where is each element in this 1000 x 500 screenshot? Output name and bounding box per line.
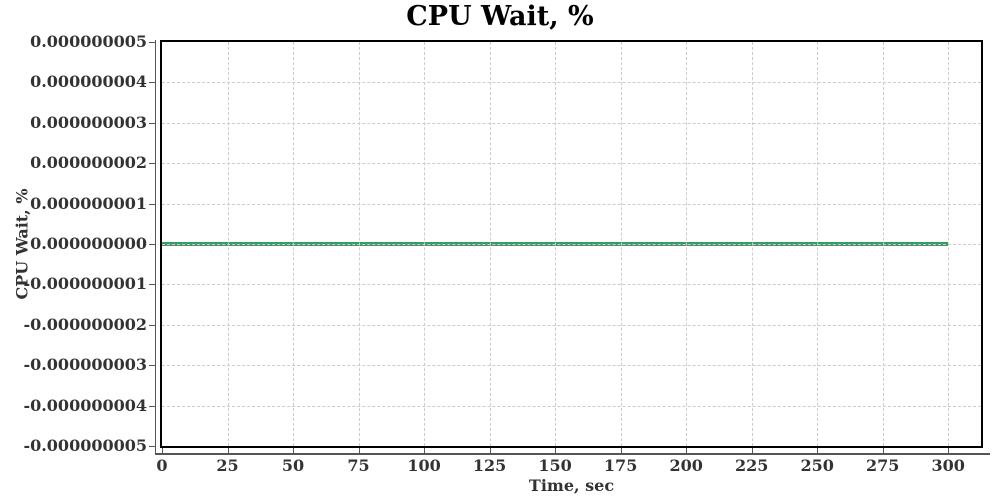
x-tick-label: 150 bbox=[538, 456, 572, 475]
y-axis-spine bbox=[155, 40, 156, 454]
x-tick-label: 250 bbox=[800, 456, 834, 475]
gridline-vertical bbox=[489, 42, 491, 446]
x-tick-label: 125 bbox=[472, 456, 507, 475]
x-tick-label: 25 bbox=[216, 456, 239, 475]
y-tick-mark bbox=[149, 42, 155, 43]
x-tick-mark bbox=[358, 448, 360, 454]
gridline-vertical bbox=[358, 42, 360, 446]
y-tick-label: -0.000000002 bbox=[23, 314, 147, 334]
y-tick-label: -0.000000004 bbox=[23, 395, 147, 415]
y-tick-label: -0.000000003 bbox=[23, 355, 147, 375]
gridline-horizontal bbox=[162, 122, 981, 124]
x-tick-label: 200 bbox=[669, 456, 703, 475]
gridline-horizontal bbox=[162, 324, 981, 326]
plot-area bbox=[160, 40, 983, 448]
y-tick-mark bbox=[149, 405, 155, 407]
y-tick-label: 0.000000001 bbox=[30, 193, 147, 213]
y-tick-mark bbox=[149, 365, 155, 367]
y-tick-mark bbox=[149, 163, 155, 165]
gridline-horizontal bbox=[162, 82, 981, 84]
x-tick-mark bbox=[751, 448, 753, 454]
y-tick-mark bbox=[149, 324, 155, 326]
gridline-vertical bbox=[227, 42, 229, 446]
y-tick-label: 0.000000002 bbox=[30, 153, 147, 173]
x-axis-spine bbox=[155, 453, 990, 455]
y-tick-label: 0.000000005 bbox=[30, 32, 147, 51]
y-tick-mark bbox=[149, 82, 155, 84]
gridline-horizontal bbox=[162, 203, 981, 205]
x-tick-label: 100 bbox=[407, 456, 441, 475]
x-tick-label: 300 bbox=[931, 456, 965, 475]
x-tick-label: 75 bbox=[347, 456, 370, 475]
x-tick-mark bbox=[424, 448, 426, 454]
x-tick-label: 50 bbox=[281, 456, 305, 475]
x-axis-title: Time, sec bbox=[528, 476, 615, 495]
x-tick-mark bbox=[882, 448, 884, 454]
gridline-horizontal bbox=[162, 365, 981, 367]
gridline-vertical bbox=[948, 42, 950, 446]
x-tick-label: 275 bbox=[866, 456, 900, 475]
gridline-horizontal bbox=[162, 244, 981, 245]
x-tick-mark bbox=[555, 448, 557, 454]
x-tick-mark bbox=[620, 448, 622, 454]
x-tick-label: 0 bbox=[156, 456, 168, 475]
gridline-vertical bbox=[555, 42, 557, 446]
gridline-vertical bbox=[686, 42, 688, 446]
gridline-vertical bbox=[817, 42, 819, 446]
gridline-vertical bbox=[293, 42, 295, 446]
x-tick-mark bbox=[817, 448, 819, 454]
x-tick-mark bbox=[293, 448, 295, 454]
y-tick-mark bbox=[149, 284, 155, 286]
gridline-horizontal bbox=[162, 163, 981, 165]
y-tick-label: 0.000000000 bbox=[30, 234, 147, 253]
chart-title: CPU Wait, % bbox=[406, 1, 594, 32]
y-tick-label: 0.000000004 bbox=[30, 72, 147, 92]
y-tick-mark bbox=[149, 244, 155, 245]
gridline-vertical bbox=[620, 42, 622, 446]
x-tick-mark bbox=[489, 448, 491, 454]
x-tick-mark bbox=[162, 448, 163, 454]
y-tick-mark bbox=[149, 446, 155, 447]
y-tick-label: -0.000000005 bbox=[23, 436, 147, 455]
gridline-horizontal bbox=[162, 284, 981, 286]
y-tick-label: 0.000000003 bbox=[30, 112, 147, 132]
x-tick-mark bbox=[227, 448, 229, 454]
gridline-vertical bbox=[882, 42, 884, 446]
x-tick-mark bbox=[686, 448, 688, 454]
gridline-vertical bbox=[751, 42, 753, 446]
y-tick-mark bbox=[149, 203, 155, 205]
y-tick-mark bbox=[149, 122, 155, 124]
gridline-vertical bbox=[424, 42, 426, 446]
x-tick-label: 225 bbox=[734, 456, 769, 475]
y-tick-label: -0.000000001 bbox=[23, 274, 147, 294]
x-tick-label: 175 bbox=[603, 456, 638, 475]
gridline-horizontal bbox=[162, 405, 981, 407]
x-tick-mark bbox=[948, 448, 950, 454]
